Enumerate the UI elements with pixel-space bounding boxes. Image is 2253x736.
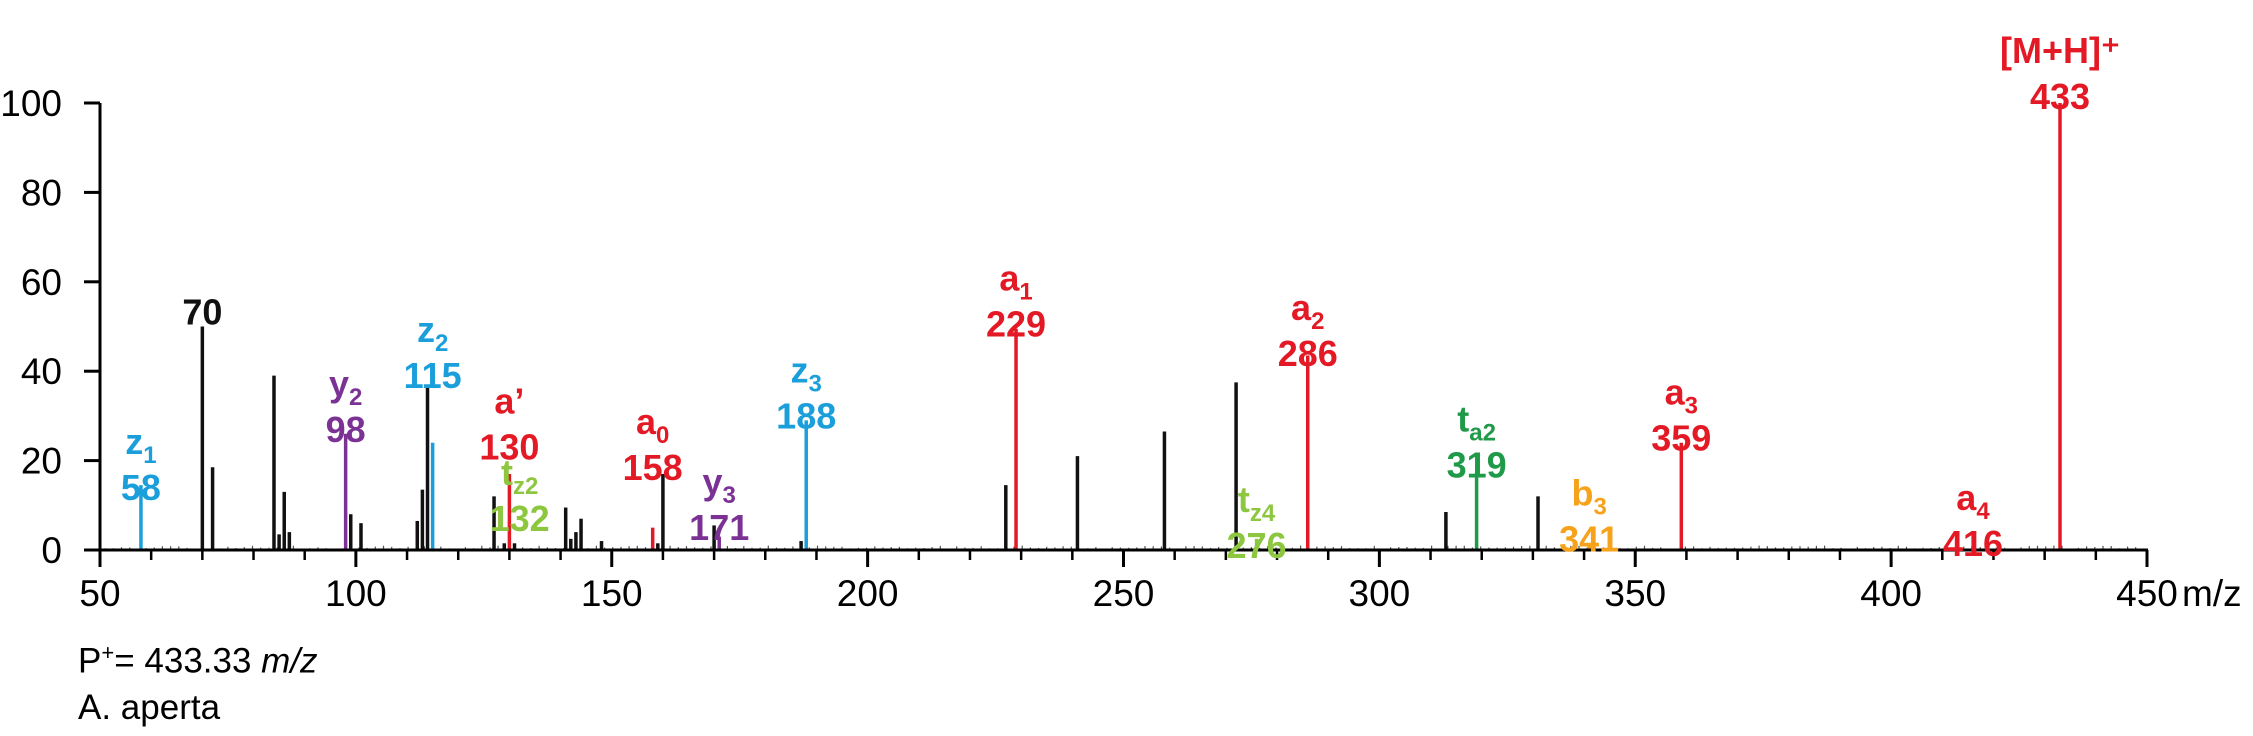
- annotation-mz-286: 286: [1278, 333, 1338, 374]
- annotation-mz-416: 416: [1943, 523, 2003, 564]
- annotation-mz-158: 158: [623, 447, 683, 488]
- x-tick-label-350: 350: [1604, 573, 1666, 614]
- x-tick-label-200: 200: [837, 573, 899, 614]
- x-tick-label-100: 100: [325, 573, 387, 614]
- annotation-ion-115: z2: [417, 309, 448, 357]
- ticks-group: 0 20 40 60 80 100 50 100 150 200 250 300 350 400 450 m/…: [0, 83, 2241, 614]
- y-tick-label-60: 60: [21, 262, 62, 303]
- y-tick-label-80: 80: [21, 172, 62, 213]
- x-tick-label-250: 250: [1093, 573, 1155, 614]
- annotation-ion-158: a0: [636, 401, 669, 449]
- annotation-ion-286: a2: [1291, 287, 1324, 335]
- annotation-mz-229: 229: [986, 304, 1046, 345]
- annotation-ion-130: a’: [494, 381, 524, 422]
- annotation-ion-416: a4: [1956, 477, 1990, 525]
- annotation-mz-359: 359: [1651, 418, 1711, 459]
- precursor-caption: P+= 433.33 m/z: [78, 640, 318, 682]
- annotation-mz-276: 276: [1227, 525, 1287, 566]
- annotation-ion-171: y3: [703, 461, 736, 509]
- annotation-mz-130: 130: [479, 427, 539, 468]
- annotation-ion-276: tz4: [1238, 479, 1276, 527]
- axes-group: [98, 103, 2148, 552]
- annotation-mz-319: 319: [1447, 445, 1507, 486]
- annotation-mz-171: 171: [689, 507, 749, 548]
- annotation-mz-433: 433: [2030, 76, 2090, 117]
- x-axis-label: m/z: [2182, 573, 2242, 614]
- x-tick-label-50: 50: [79, 573, 120, 614]
- annotation-mz-188: 188: [776, 395, 836, 436]
- species-caption: A. aperta: [78, 688, 221, 727]
- x-tick-label-300: 300: [1349, 573, 1411, 614]
- annotation-mz-115: 115: [404, 355, 462, 396]
- x-tick-label-450: 450: [2116, 573, 2178, 614]
- annotation-mz-98: 98: [326, 409, 366, 450]
- peaks-group: [139, 103, 2062, 550]
- x-tick-label-150: 150: [581, 573, 643, 614]
- precursor-unit: m/z: [261, 641, 318, 681]
- annotation-ion-98: y2: [329, 363, 362, 411]
- precursor-charge: +: [101, 640, 115, 665]
- precursor-value: = 433.33: [114, 641, 262, 681]
- annotation-ion-132: tz2: [501, 452, 538, 500]
- annotation-mz-341: 341: [1559, 518, 1619, 559]
- annotation-ion-58: z1: [125, 421, 156, 469]
- y-tick-label-100: 100: [0, 83, 62, 124]
- y-tick-label-20: 20: [21, 441, 62, 482]
- annotation-mz-58: 58: [121, 467, 161, 508]
- annotation-ion-341: b3: [1572, 472, 1607, 520]
- y-tick-label-40: 40: [21, 351, 62, 392]
- annotation-mz-132: 132: [490, 498, 550, 539]
- annotation-mz-70: 70: [182, 291, 222, 332]
- annotation-ion-229: a1: [999, 258, 1032, 306]
- y-tick-label-0: 0: [41, 530, 62, 571]
- precursor-prefix: P: [78, 641, 102, 681]
- annotation-ion-188: z3: [791, 349, 822, 397]
- annotation-ion-359: a3: [1665, 372, 1698, 420]
- annotation-ion-433: [M+H]⁺: [2000, 30, 2120, 71]
- annotation-ion-319: ta2: [1457, 399, 1496, 447]
- x-tick-label-400: 400: [1860, 573, 1922, 614]
